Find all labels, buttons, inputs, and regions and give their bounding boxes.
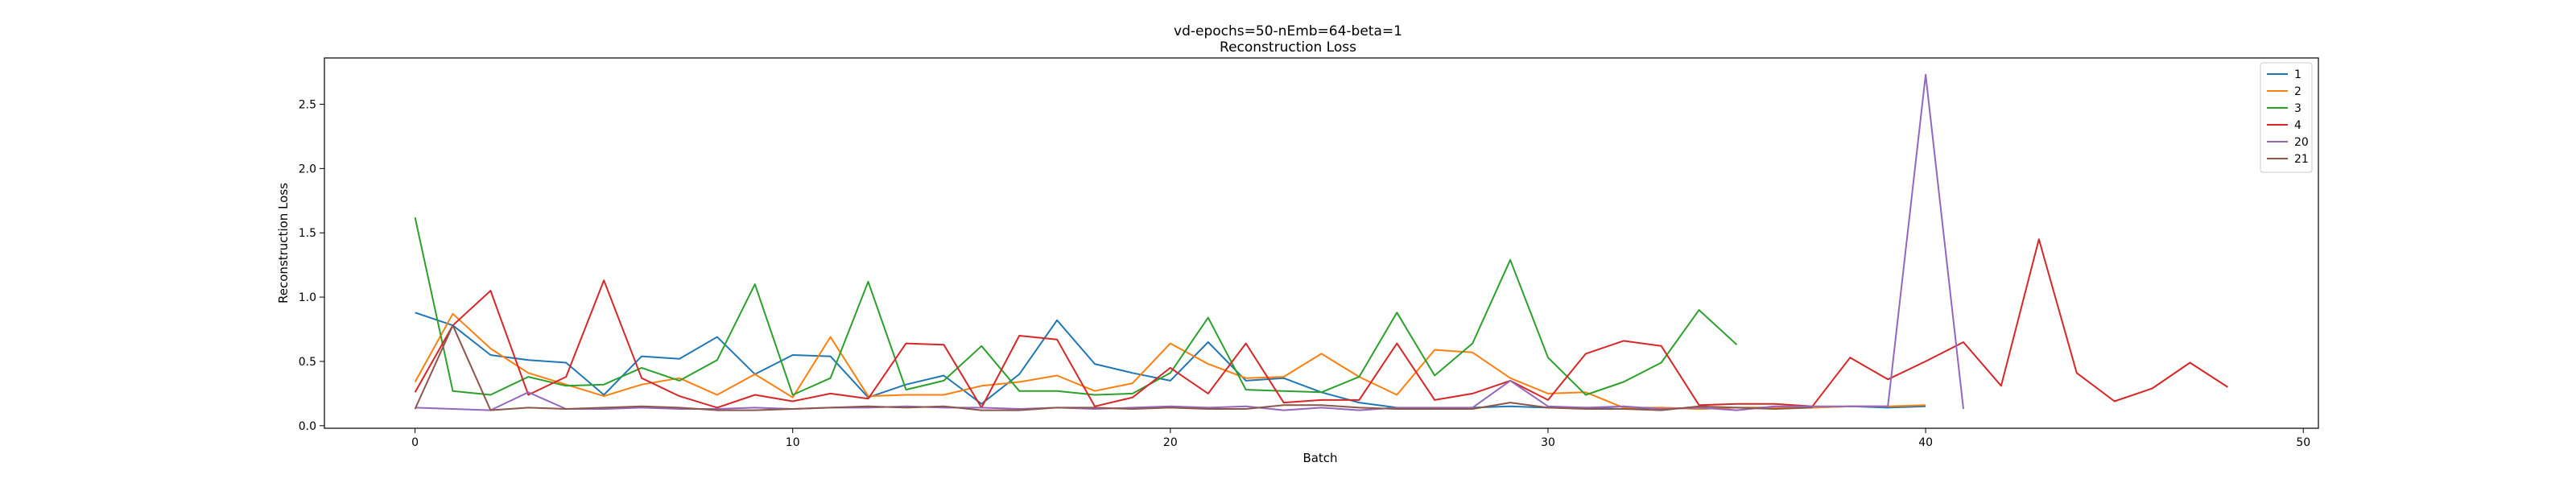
legend-label-1: 1 (2294, 68, 2301, 81)
y-tick-label: 1.0 (299, 291, 316, 304)
legend-label-3: 3 (2294, 102, 2301, 115)
x-tick-label: 20 (1163, 436, 1178, 449)
y-axis-label: Reconstruction Loss (276, 183, 291, 303)
y-tick-label: 1.5 (299, 227, 316, 240)
series-line-2 (414, 312, 1926, 410)
series-line-21 (414, 324, 1813, 411)
x-axis-label: Batch (1302, 451, 1337, 465)
x-tick-label: 10 (786, 436, 800, 449)
y-tick-label: 0.0 (299, 420, 316, 433)
x-tick-label: 0 (411, 436, 419, 449)
y-tick-label: 0.5 (299, 356, 316, 369)
chart-title: vd-epochs=50-nEmb=64-beta=1 (1174, 23, 1402, 39)
y-axis: 0.0 0.5 1.0 1.5 2.0 2.5 (299, 99, 324, 433)
legend-label-4: 4 (2294, 119, 2301, 132)
x-axis: 0 10 20 30 40 50 (411, 428, 2310, 449)
legend: 1 2 3 4 20 21 (2260, 62, 2313, 173)
series-line-4 (414, 238, 2228, 409)
x-tick-label: 40 (1918, 436, 1933, 449)
legend-label-2: 2 (2294, 85, 2301, 98)
x-tick-label: 50 (2296, 436, 2310, 449)
series-lines (414, 73, 2228, 411)
series-line-1 (415, 312, 1926, 410)
legend-label-20: 20 (2294, 136, 2309, 149)
y-tick-label: 2.0 (299, 163, 316, 175)
plot-area (324, 57, 2319, 429)
series-line-20 (415, 73, 1964, 411)
legend-label-21: 21 (2294, 153, 2309, 166)
x-tick-label: 30 (1541, 436, 1555, 449)
series-line-3 (414, 217, 1738, 396)
chart-subtitle: Reconstruction Loss (1220, 39, 1356, 56)
y-tick-label: 2.5 (299, 99, 316, 112)
plot-frame (324, 57, 2319, 429)
